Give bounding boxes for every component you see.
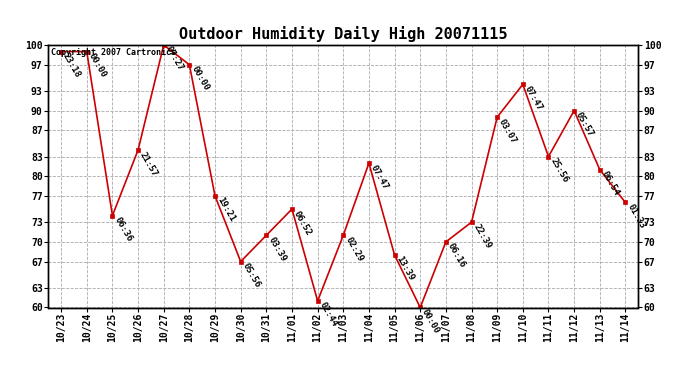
- Text: 02:29: 02:29: [344, 235, 364, 263]
- Text: 22:39: 22:39: [471, 222, 493, 250]
- Text: 06:52: 06:52: [292, 209, 313, 237]
- Text: Copyright 2007 Cartronics: Copyright 2007 Cartronics: [51, 48, 176, 57]
- Text: 06:16: 06:16: [446, 242, 467, 270]
- Text: 02:44: 02:44: [317, 301, 339, 329]
- Text: 13:39: 13:39: [395, 255, 416, 283]
- Text: 00:00: 00:00: [420, 308, 442, 335]
- Title: Outdoor Humidity Daily High 20071115: Outdoor Humidity Daily High 20071115: [179, 27, 508, 42]
- Text: 05:56: 05:56: [241, 261, 262, 290]
- Text: 07:47: 07:47: [523, 84, 544, 112]
- Text: 07:27: 07:27: [164, 45, 185, 73]
- Text: 07:47: 07:47: [369, 163, 390, 191]
- Text: 23:18: 23:18: [61, 52, 82, 80]
- Text: 06:54: 06:54: [600, 170, 621, 198]
- Text: 25:56: 25:56: [549, 157, 570, 184]
- Text: 00:00: 00:00: [87, 52, 108, 80]
- Text: 01:33: 01:33: [625, 202, 647, 230]
- Text: 00:00: 00:00: [189, 64, 210, 93]
- Text: 05:57: 05:57: [574, 111, 595, 138]
- Text: 03:07: 03:07: [497, 117, 518, 145]
- Text: 06:36: 06:36: [112, 216, 134, 243]
- Text: 21:57: 21:57: [138, 150, 159, 178]
- Text: 19:21: 19:21: [215, 196, 236, 224]
- Text: 03:39: 03:39: [266, 235, 288, 263]
